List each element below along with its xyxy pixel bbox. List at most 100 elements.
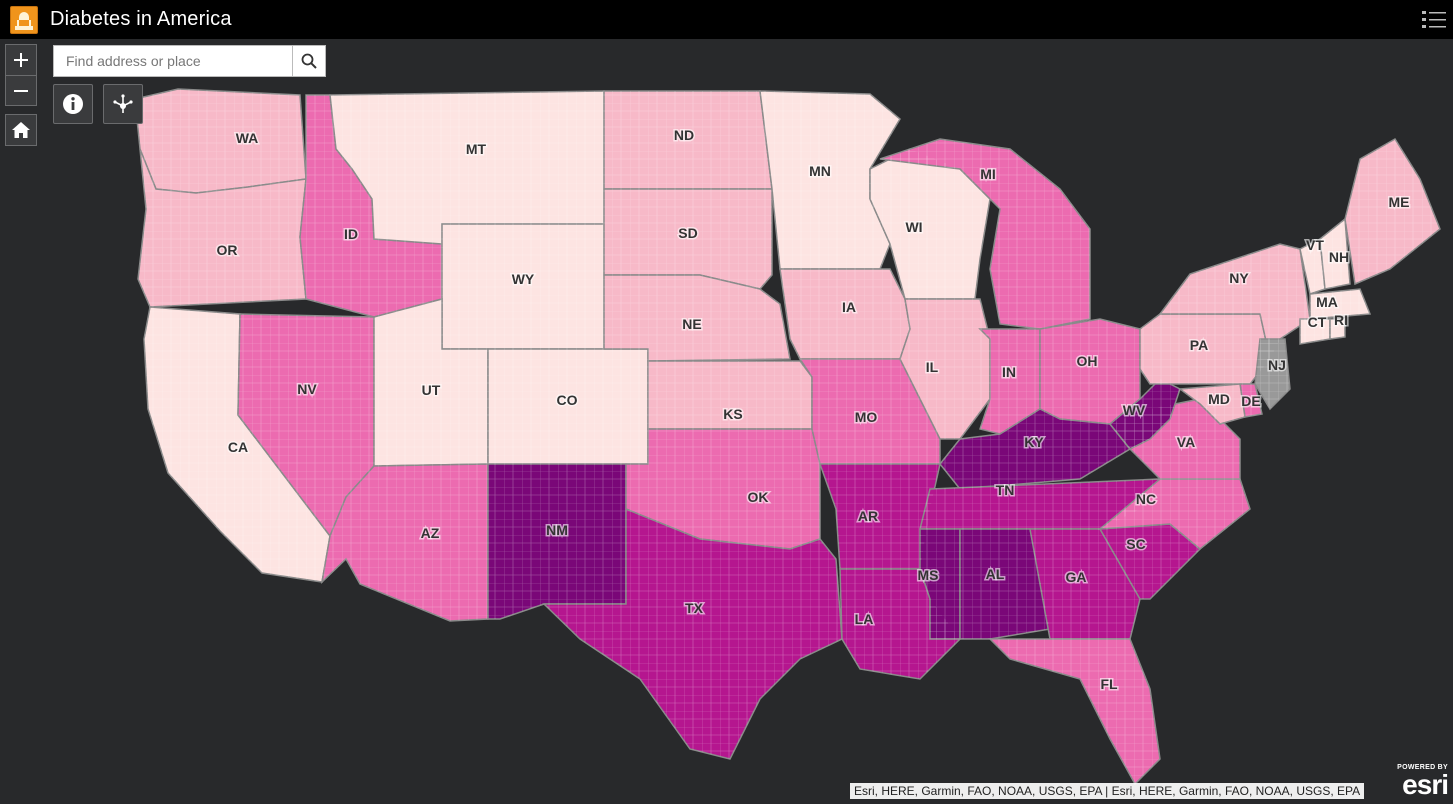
county-grid-ia — [780, 269, 910, 359]
county-grid-nd — [604, 91, 772, 189]
app-header: Diabetes in America — [0, 0, 1453, 39]
county-grid-ct — [1300, 319, 1330, 344]
home-button[interactable] — [5, 114, 37, 146]
county-grid-overlay — [135, 89, 1440, 784]
county-grid-nv — [238, 314, 374, 536]
state-label-la: LA — [855, 611, 874, 627]
esri-wordmark: esri — [1402, 769, 1449, 800]
county-grid-id — [300, 95, 442, 317]
esri-logo[interactable]: POWERED BY esri — [1390, 764, 1450, 800]
state-label-nj: NJ — [1268, 357, 1286, 373]
county-grid-az — [322, 464, 488, 621]
state-label-wv: WV — [1123, 402, 1146, 418]
state-label-de: DE — [1241, 393, 1260, 409]
search-button[interactable] — [292, 46, 325, 76]
state-label-ma: MA — [1316, 294, 1338, 310]
share-icon — [113, 94, 133, 113]
county-grid-nj — [1255, 339, 1290, 409]
state-label-md: MD — [1208, 391, 1230, 407]
state-label-mn: MN — [809, 163, 831, 179]
layer-list-icon[interactable] — [1421, 7, 1447, 33]
state-label-al: AL — [986, 566, 1005, 582]
state-label-ri: RI — [1334, 312, 1348, 328]
state-label-ks: KS — [723, 406, 742, 422]
county-grid-mi — [880, 139, 1090, 329]
county-grid-me — [1345, 139, 1440, 284]
zoom-out-button[interactable] — [6, 76, 36, 106]
state-label-ar: AR — [858, 508, 878, 524]
state-label-va: VA — [1177, 434, 1195, 450]
county-grid-ar — [820, 464, 940, 569]
county-grid-il — [900, 299, 990, 439]
minus-icon — [14, 90, 28, 92]
state-label-nd: ND — [674, 127, 694, 143]
county-grid-nc — [1100, 479, 1250, 549]
state-label-ia: IA — [842, 299, 856, 315]
county-grid-sd — [604, 189, 772, 289]
esri-powered-by: POWERED BY — [1397, 764, 1448, 771]
county-grid-oh — [1040, 319, 1140, 424]
plus-icon — [14, 53, 28, 67]
state-label-ca: CA — [228, 439, 248, 455]
county-grid-ne — [604, 275, 790, 361]
share-button[interactable] — [103, 84, 143, 124]
state-label-wi: WI — [905, 219, 922, 235]
info-icon — [63, 94, 83, 114]
county-grid-ny — [1160, 244, 1310, 359]
state-label-me: ME — [1389, 194, 1410, 210]
county-grid-or — [138, 149, 306, 307]
map-attribution: Esri, HERE, Garmin, FAO, NOAA, USGS, EPA… — [850, 783, 1365, 799]
county-grid-ca — [144, 307, 330, 582]
state-label-ok: OK — [748, 489, 769, 505]
county-grid-sc — [1100, 524, 1200, 599]
state-label-ct: CT — [1308, 314, 1327, 330]
county-grid-la — [840, 569, 960, 679]
state-label-or: OR — [217, 242, 238, 258]
state-label-id: ID — [344, 226, 358, 242]
state-label-mt: MT — [466, 141, 487, 157]
state-label-co: CO — [557, 392, 578, 408]
county-grid-ks — [648, 361, 812, 429]
state-label-mi: MI — [980, 166, 996, 182]
state-label-nv: NV — [297, 381, 317, 397]
state-label-in: IN — [1002, 364, 1016, 380]
county-grid-tx — [544, 509, 842, 759]
state-label-nh: NH — [1329, 249, 1349, 265]
county-grid-tn — [920, 479, 1160, 529]
county-grid-ri — [1330, 319, 1345, 339]
county-grid-mn — [760, 91, 900, 269]
state-label-mo: MO — [855, 409, 878, 425]
state-labels: WA OR CA NV ID MT WY UT AZ CO NM ND SD NE KS OK TX MN IA MO… — [215, 126, 1411, 694]
county-grid-co — [488, 349, 648, 464]
county-grid-in — [980, 329, 1040, 434]
county-grid-nh — [1320, 219, 1350, 289]
county-grid-ut — [374, 299, 488, 466]
county-grid-vt — [1300, 239, 1325, 294]
choropleth-map[interactable]: WA OR CA NV ID MT WY UT AZ CO NM ND SD NE KS OK TX MN IA MO… — [0, 39, 1453, 804]
county-grid-al — [960, 529, 1050, 639]
map-view[interactable]: WA OR CA NV ID MT WY UT AZ CO NM ND SD NE KS OK TX MN IA MO… — [0, 39, 1453, 804]
state-label-ny: NY — [1229, 270, 1249, 286]
state-label-wa: WA — [236, 130, 259, 146]
state-label-sc: SC — [1126, 536, 1145, 552]
capitol-dome-icon — [10, 5, 38, 34]
info-button[interactable] — [53, 84, 93, 124]
county-grid-de — [1240, 384, 1262, 417]
state-label-vt: VT — [1306, 237, 1324, 253]
county-grid-wa — [135, 89, 306, 193]
search-widget — [53, 45, 326, 77]
county-grid-ma — [1310, 289, 1370, 319]
search-input[interactable] — [54, 46, 292, 76]
county-grid-wi — [870, 149, 990, 299]
county-grid-ms — [920, 529, 960, 639]
county-grid-pa — [1140, 314, 1270, 384]
state-label-oh: OH — [1077, 353, 1098, 369]
state-label-tn: TN — [996, 482, 1015, 498]
county-grid-wv — [1110, 379, 1180, 449]
zoom-in-button[interactable] — [6, 45, 36, 76]
zoom-control — [5, 44, 37, 106]
county-grid-ok — [626, 429, 820, 549]
state-label-ut: UT — [422, 382, 441, 398]
state-label-sd: SD — [678, 225, 697, 241]
county-grid-wy — [442, 224, 604, 349]
